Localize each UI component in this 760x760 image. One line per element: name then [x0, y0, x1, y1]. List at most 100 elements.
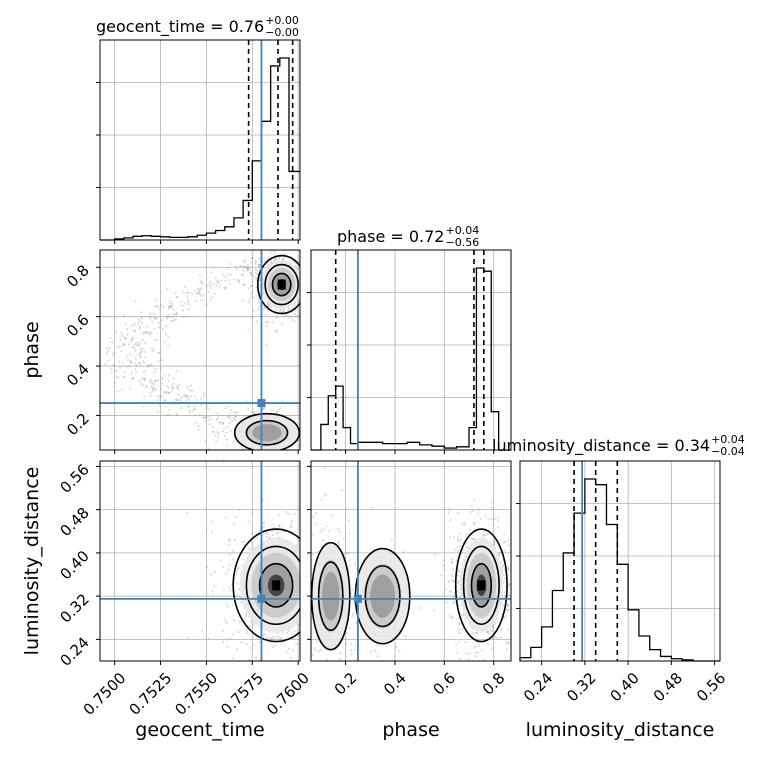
sample-point: [249, 271, 253, 274]
sample-point: [132, 336, 135, 339]
density-level: [322, 571, 340, 621]
sample-point: [254, 271, 258, 274]
sample-point: [303, 297, 305, 299]
geocent_time-x-tick-label: 0.7575: [217, 669, 267, 719]
sample-point: [305, 265, 307, 267]
sample-point: [172, 382, 175, 385]
sample-point: [227, 586, 231, 589]
sample-point: [146, 365, 149, 368]
sample-point: [308, 570, 310, 572]
sample-point: [270, 409, 273, 412]
sample-point: [222, 588, 225, 591]
sample-point: [240, 264, 243, 268]
phase-y-tick-label: 0.6: [63, 311, 93, 341]
sample-point: [271, 524, 274, 527]
sample-point: [133, 347, 136, 350]
sample-point: [350, 648, 353, 652]
sample-point: [353, 563, 356, 566]
sample-point: [153, 370, 156, 374]
sample-point: [218, 283, 221, 286]
sample-point: [226, 405, 229, 408]
sample-point: [205, 405, 208, 408]
sample-point: [277, 531, 280, 534]
sample-point: [322, 430, 324, 432]
sample-point: [256, 320, 259, 323]
sample-point: [337, 540, 340, 543]
sample-point: [322, 528, 325, 531]
contour-line: [311, 541, 351, 651]
sample-point: [288, 513, 291, 516]
sample-point: [269, 637, 272, 640]
sample-point: [458, 640, 461, 643]
sample-point: [179, 396, 183, 399]
sample-point: [301, 519, 303, 521]
sample-point: [308, 583, 310, 585]
axes-frame: [310, 460, 512, 662]
sample-point: [481, 534, 484, 537]
sample-point: [456, 582, 460, 585]
sample-point: [211, 594, 215, 597]
sample-point: [302, 297, 304, 299]
sample-point: [125, 328, 129, 331]
sample-point: [320, 498, 323, 501]
sample-point: [254, 260, 258, 264]
sample-point: [496, 520, 500, 523]
sample-point: [507, 544, 511, 547]
frames: [96, 39, 721, 665]
sample-point: [322, 539, 325, 542]
sample-point: [305, 539, 307, 541]
sample-point: [303, 258, 305, 260]
sample-point: [105, 346, 108, 350]
sample-point: [305, 569, 307, 571]
sample-point: [255, 276, 258, 280]
sample-point: [232, 458, 234, 460]
sample-point: [160, 358, 163, 362]
panel-marks-phase-luminosity_distance: [311, 461, 511, 661]
sample-point: [232, 550, 235, 553]
contour-line: [232, 528, 300, 643]
sample-point: [118, 345, 121, 348]
sample-point: [206, 528, 209, 532]
sample-point: [152, 312, 155, 315]
sample-point: [165, 324, 168, 327]
sample-point: [242, 283, 245, 286]
sample-point: [247, 301, 251, 304]
sample-point: [288, 647, 291, 650]
sample-point: [295, 642, 298, 645]
sample-point: [230, 273, 233, 276]
sample-point: [157, 321, 160, 324]
luminosity_distance-y-tick-label: 0.56: [56, 461, 92, 497]
sample-point: [303, 407, 305, 409]
sample-point: [447, 581, 450, 584]
sample-point: [450, 590, 453, 594]
sample-point: [167, 305, 170, 308]
sample-point: [505, 641, 508, 644]
sample-point: [222, 421, 225, 424]
sample-point: [153, 339, 156, 342]
sample-point: [168, 413, 171, 416]
sample-point: [154, 379, 157, 383]
sample-point: [175, 369, 178, 372]
sample-point: [290, 522, 293, 525]
sample-point: [496, 617, 499, 621]
sample-point: [166, 344, 170, 348]
sample-point: [143, 361, 146, 364]
sample-point: [231, 657, 234, 660]
sample-point: [251, 290, 254, 293]
sample-point: [222, 461, 225, 464]
sample-point: [150, 381, 154, 384]
title-luminosity_distance: luminosity_distance = 0.34 +0.04−0.04: [492, 433, 745, 458]
phase-x-tick-label: 0.8: [479, 669, 509, 699]
sample-point: [341, 666, 343, 668]
sample-point: [475, 631, 479, 635]
sample-point: [348, 559, 351, 562]
sample-point: [152, 327, 156, 330]
sample-point: [199, 279, 202, 283]
sample-point: [204, 416, 207, 419]
sample-point: [454, 548, 457, 551]
sample-point: [247, 268, 251, 271]
sample-point: [241, 447, 244, 450]
sample-point: [451, 579, 454, 582]
sample-point: [200, 403, 203, 406]
sample-point: [322, 455, 324, 457]
